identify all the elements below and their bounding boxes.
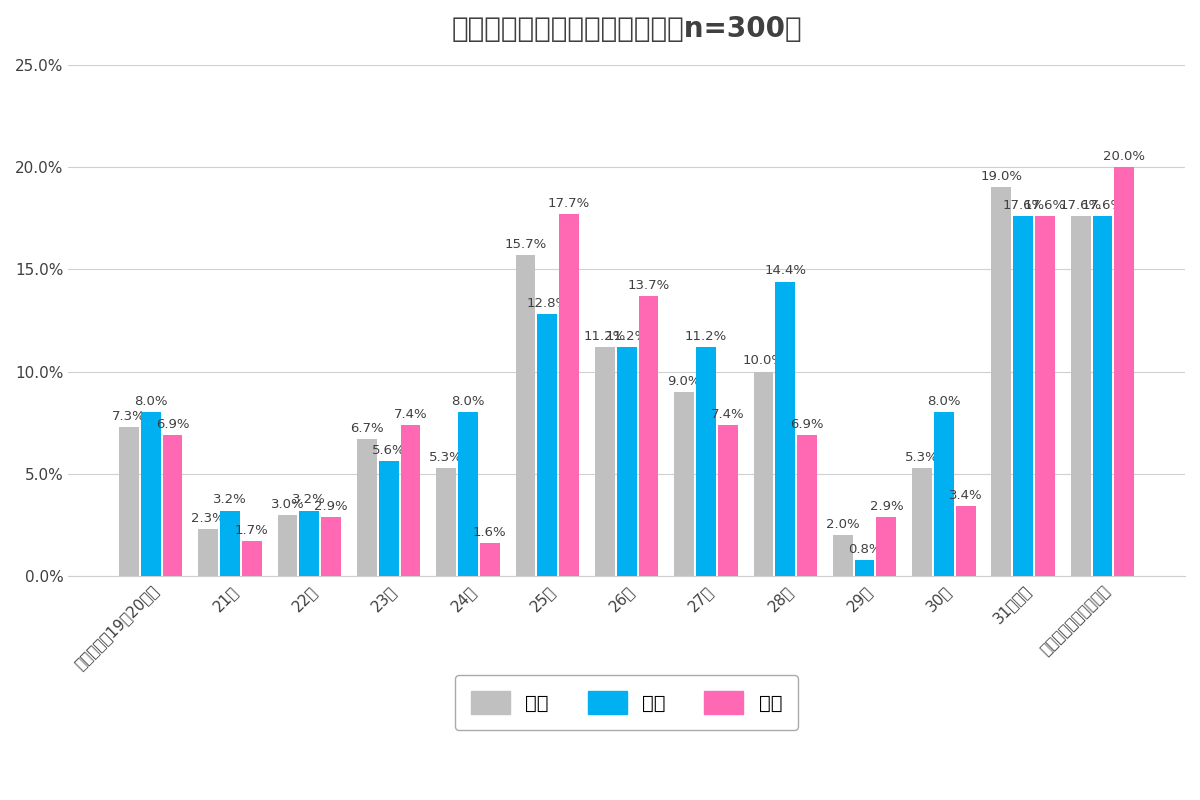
Bar — [955, 506, 976, 576]
Bar — [198, 529, 218, 576]
Bar — [833, 535, 853, 576]
Text: 3.2%: 3.2% — [293, 494, 326, 506]
Text: 5.3%: 5.3% — [905, 450, 938, 463]
Text: 2.0%: 2.0% — [826, 518, 859, 531]
Text: 3.0%: 3.0% — [271, 498, 305, 510]
Text: 11.2%: 11.2% — [583, 330, 626, 343]
Bar — [437, 468, 456, 576]
Bar — [458, 413, 478, 576]
Bar — [242, 542, 262, 576]
Text: 2.3%: 2.3% — [191, 512, 226, 525]
Text: 17.6%: 17.6% — [1081, 199, 1123, 212]
Text: 2.9%: 2.9% — [870, 500, 904, 513]
Bar — [1013, 216, 1033, 576]
Text: 2.9%: 2.9% — [314, 500, 348, 513]
Bar — [1115, 167, 1134, 576]
Text: 11.2%: 11.2% — [606, 330, 648, 343]
Text: 7.4%: 7.4% — [710, 407, 744, 421]
Text: 3.2%: 3.2% — [214, 494, 247, 506]
Bar — [775, 282, 796, 576]
Bar — [559, 214, 580, 576]
Text: 12.8%: 12.8% — [527, 297, 569, 310]
Bar — [854, 560, 875, 576]
Text: 3.4%: 3.4% — [949, 490, 983, 502]
Bar — [480, 543, 499, 576]
Bar — [696, 347, 716, 576]
Text: 8.0%: 8.0% — [134, 395, 168, 408]
Bar — [754, 371, 773, 576]
Bar — [322, 517, 341, 576]
Bar — [401, 425, 420, 576]
Bar — [876, 517, 896, 576]
Bar — [1092, 216, 1112, 576]
Text: 17.7%: 17.7% — [548, 197, 590, 210]
Bar — [718, 425, 738, 576]
Text: 17.6%: 17.6% — [1024, 199, 1066, 212]
Bar — [300, 510, 319, 576]
Bar — [912, 468, 932, 576]
Bar — [379, 462, 398, 576]
Text: 19.0%: 19.0% — [980, 170, 1022, 183]
Title: 結婚は何歳でしたいですか？（n=300）: 結婚は何歳でしたいですか？（n=300） — [451, 15, 802, 43]
Text: 0.8%: 0.8% — [848, 542, 881, 555]
Bar — [356, 439, 377, 576]
Bar — [797, 435, 817, 576]
Text: 15.7%: 15.7% — [504, 238, 547, 251]
Bar — [934, 413, 954, 576]
Bar — [617, 347, 636, 576]
Bar — [277, 514, 298, 576]
Text: 7.4%: 7.4% — [394, 407, 427, 421]
Bar — [1036, 216, 1055, 576]
Bar — [638, 296, 659, 576]
Text: 5.3%: 5.3% — [430, 450, 463, 463]
Text: 8.0%: 8.0% — [928, 395, 961, 408]
Text: 17.6%: 17.6% — [1060, 199, 1102, 212]
Text: 13.7%: 13.7% — [628, 278, 670, 292]
Bar — [119, 426, 139, 576]
Text: 1.6%: 1.6% — [473, 526, 506, 539]
Text: 20.0%: 20.0% — [1103, 150, 1145, 163]
Bar — [538, 314, 557, 576]
Text: 7.3%: 7.3% — [112, 410, 145, 422]
Bar — [991, 187, 1012, 576]
Text: 6.9%: 6.9% — [791, 418, 824, 431]
Bar — [163, 435, 182, 576]
Text: 6.7%: 6.7% — [350, 422, 384, 435]
Text: 10.0%: 10.0% — [743, 354, 785, 367]
Text: 11.2%: 11.2% — [685, 330, 727, 343]
Text: 5.6%: 5.6% — [372, 444, 406, 458]
Bar — [516, 255, 535, 576]
Text: 17.6%: 17.6% — [1002, 199, 1044, 212]
Legend: 全体, 男性, 女性: 全体, 男性, 女性 — [455, 675, 798, 730]
Text: 1.7%: 1.7% — [235, 524, 269, 537]
Bar — [140, 413, 161, 576]
Text: 8.0%: 8.0% — [451, 395, 485, 408]
Bar — [220, 510, 240, 576]
Text: 6.9%: 6.9% — [156, 418, 190, 431]
Text: 14.4%: 14.4% — [764, 265, 806, 278]
Bar — [674, 392, 694, 576]
Bar — [595, 347, 614, 576]
Text: 9.0%: 9.0% — [667, 375, 701, 388]
Bar — [1070, 216, 1091, 576]
